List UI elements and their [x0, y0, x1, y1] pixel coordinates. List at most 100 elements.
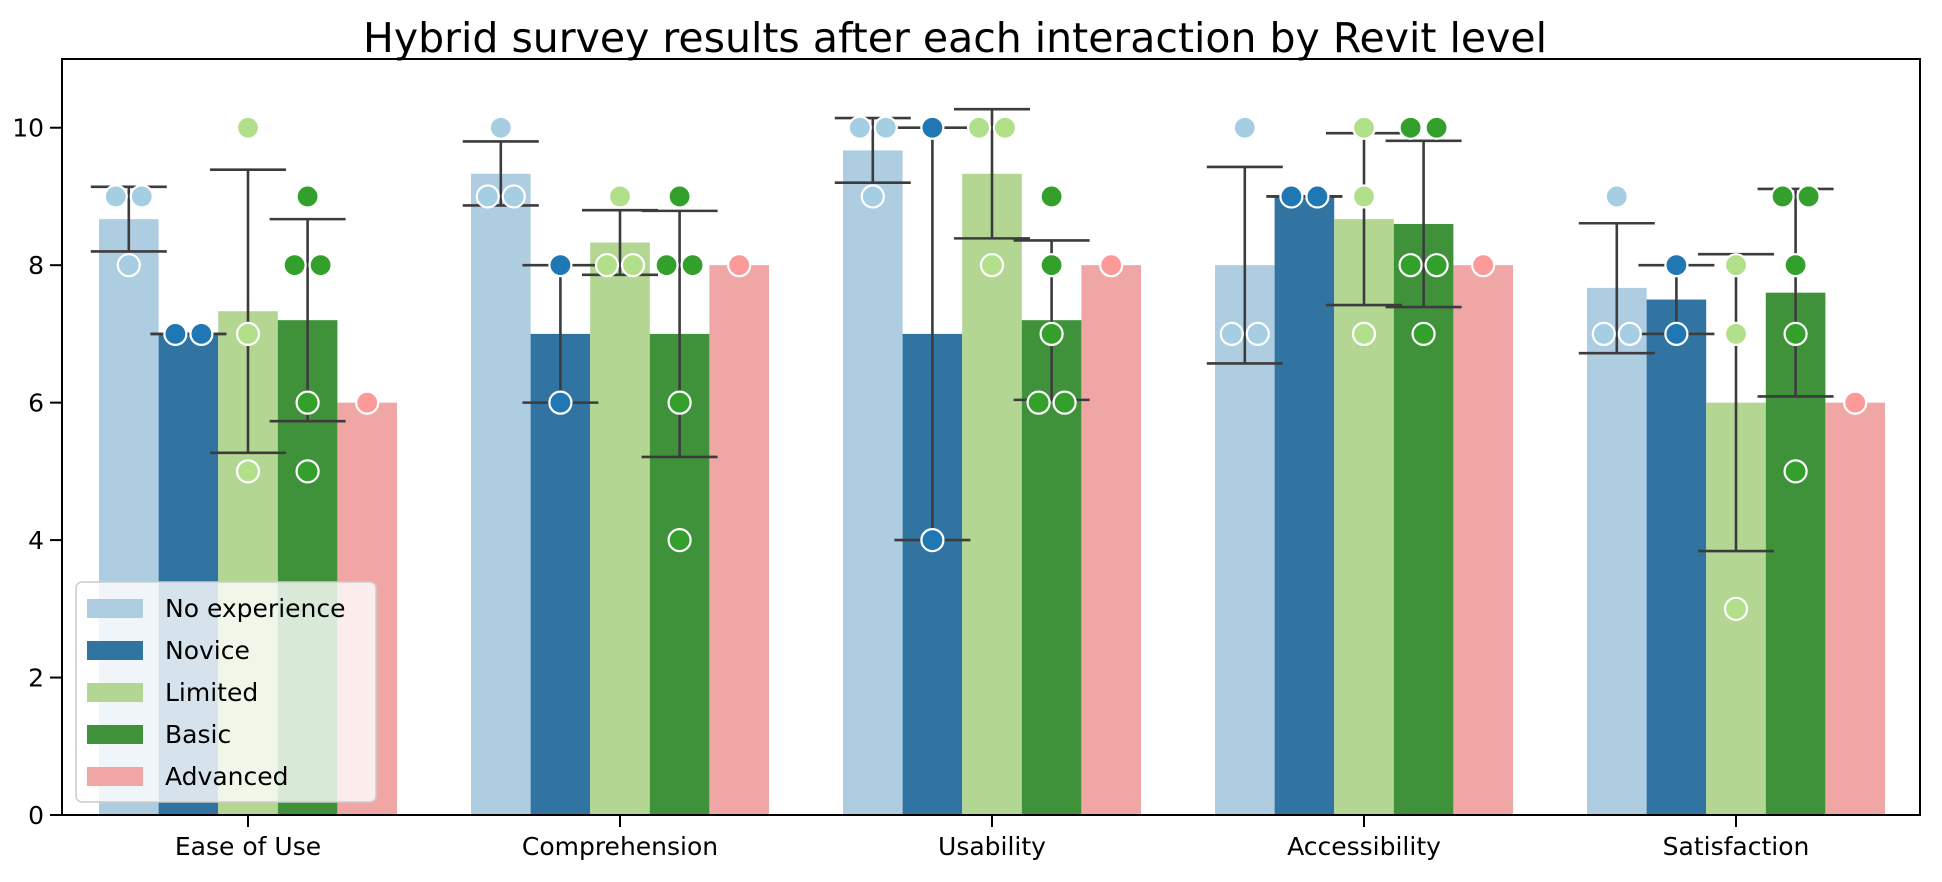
- x-tick-label: Satisfaction: [1663, 832, 1810, 861]
- bar: [962, 173, 1022, 816]
- y-tick-label: 6: [28, 389, 44, 418]
- legend-label: Limited: [165, 678, 258, 707]
- x-tick-label: Ease of Use: [175, 832, 321, 861]
- data-point: [235, 459, 261, 484]
- bar: [1453, 265, 1513, 815]
- data-point: [1351, 115, 1377, 140]
- data-point: [1591, 321, 1616, 347]
- data-point: [548, 390, 573, 415]
- data-point: [1219, 321, 1244, 347]
- legend-label: No experience: [165, 594, 346, 623]
- bar: [1587, 287, 1647, 815]
- data-point: [1245, 321, 1270, 347]
- data-point: [620, 253, 646, 278]
- data-point: [1783, 459, 1808, 484]
- legend-swatch: [87, 641, 143, 660]
- bar: [1825, 402, 1885, 815]
- data-point: [1052, 390, 1077, 415]
- data-point: [1279, 184, 1304, 209]
- data-point: [667, 184, 692, 209]
- data-point: [1351, 184, 1377, 209]
- y-tick-label: 4: [28, 526, 44, 555]
- data-point: [654, 253, 679, 278]
- data-point: [295, 459, 320, 484]
- data-point: [116, 253, 141, 278]
- data-point: [295, 184, 320, 209]
- data-point: [966, 115, 992, 140]
- legend-swatch: [87, 767, 143, 786]
- data-point: [1664, 253, 1689, 278]
- data-point: [594, 253, 620, 278]
- legend: No experience Novice Limited Basic Advanced: [75, 581, 377, 803]
- bars-layer: [99, 150, 1885, 816]
- legend-label: Advanced: [165, 762, 289, 791]
- axes-layer: 0 2 4 6 8 10 Ease of Use Comprehension Usability…: [12, 58, 1921, 861]
- data-point: [979, 253, 1005, 278]
- data-point: [1351, 321, 1377, 347]
- data-point: [1471, 253, 1496, 278]
- bar: [1646, 299, 1707, 816]
- data-point: [1398, 253, 1423, 278]
- bar: [1334, 219, 1394, 816]
- data-point: [235, 115, 261, 140]
- data-point: [1424, 115, 1449, 140]
- data-point: [488, 115, 513, 140]
- data-point: [501, 184, 526, 209]
- data-point: [189, 321, 214, 347]
- legend-label: Novice: [165, 636, 250, 665]
- data-point: [1664, 321, 1689, 347]
- bar: [843, 150, 903, 815]
- data-point: [667, 390, 692, 415]
- bar: [590, 242, 650, 815]
- data-point: [103, 184, 128, 209]
- bar: [1081, 265, 1141, 815]
- data-point: [282, 253, 307, 278]
- legend-label: Basic: [165, 720, 231, 749]
- bar: [1393, 223, 1454, 816]
- data-point: [1723, 596, 1749, 621]
- data-point: [1026, 390, 1051, 415]
- data-point: [1770, 184, 1795, 209]
- data-point: [1604, 184, 1629, 209]
- data-point: [1617, 321, 1642, 347]
- data-point: [680, 253, 705, 278]
- data-point: [548, 253, 573, 278]
- bar: [471, 173, 531, 816]
- x-tick-label: Comprehension: [522, 832, 718, 861]
- legend-swatch: [87, 683, 143, 702]
- y-tick-label: 10: [12, 114, 44, 143]
- data-point: [1411, 321, 1436, 347]
- data-point: [355, 390, 380, 415]
- data-point: [1424, 253, 1449, 278]
- data-point: [1039, 184, 1064, 209]
- data-point: [847, 115, 872, 140]
- data-point: [1398, 115, 1423, 140]
- data-point: [860, 184, 885, 209]
- legend-box: [75, 581, 377, 803]
- legend-swatch: [87, 725, 143, 744]
- data-point: [1723, 321, 1749, 347]
- legend-swatch: [87, 599, 143, 618]
- data-point: [1305, 184, 1330, 209]
- data-point: [235, 321, 261, 347]
- data-point: [667, 527, 692, 553]
- data-point: [1039, 253, 1064, 278]
- data-point: [1723, 253, 1749, 278]
- data-point: [992, 115, 1018, 140]
- data-point: [1039, 321, 1064, 347]
- data-point: [920, 527, 945, 553]
- bar: [709, 265, 769, 815]
- data-point: [1843, 390, 1868, 415]
- x-tick-label: Accessibility: [1287, 832, 1441, 861]
- bar: [1274, 196, 1335, 816]
- y-tick-label: 0: [28, 801, 44, 830]
- data-point: [163, 321, 188, 347]
- points-layer: [103, 115, 1868, 621]
- data-point: [873, 115, 898, 140]
- data-point: [1796, 184, 1821, 209]
- data-point: [727, 253, 752, 278]
- data-point: [129, 184, 154, 209]
- data-point: [607, 184, 633, 209]
- data-point: [920, 115, 945, 140]
